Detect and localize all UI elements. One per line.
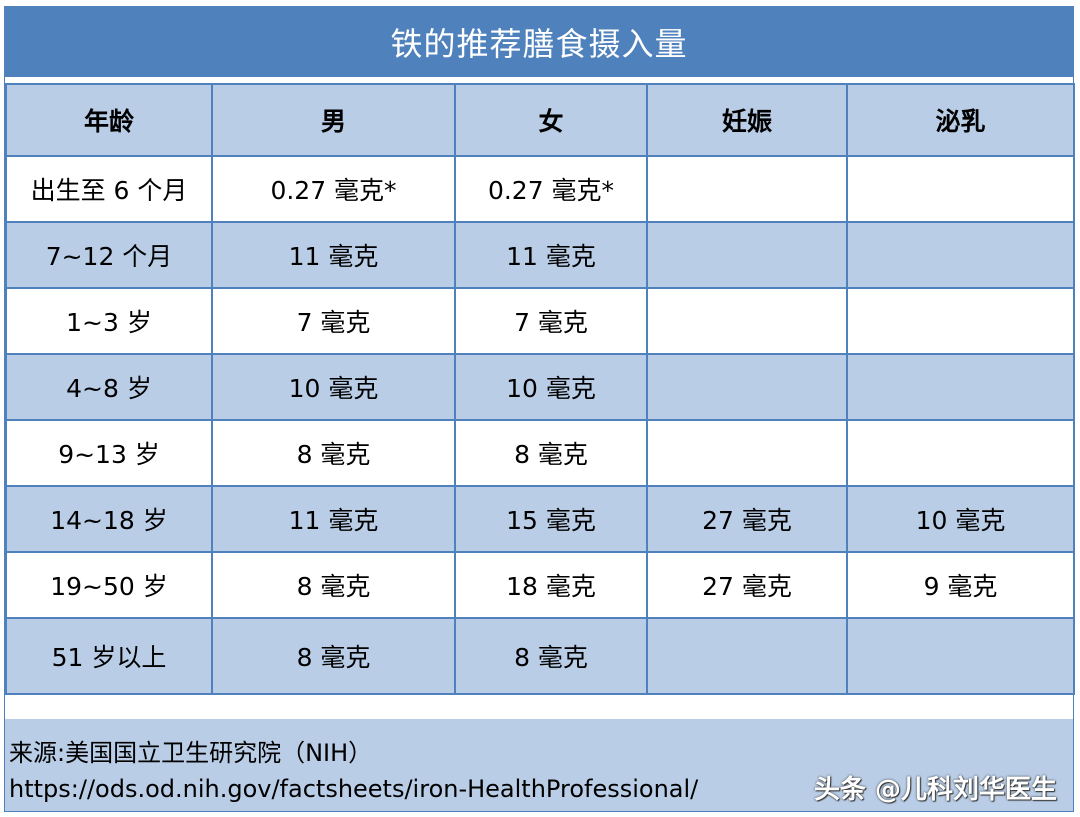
header-lactation: 泌乳 <box>846 83 1075 157</box>
header-male: 男 <box>211 83 456 157</box>
cell-female: 0.27 毫克* <box>454 155 648 223</box>
cell-pregnancy: 27 毫克 <box>646 551 848 619</box>
table-row: 14~18 岁 11 毫克 15 毫克 27 毫克 10 毫克 <box>5 485 1075 553</box>
cell-male: 11 毫克 <box>211 485 456 553</box>
header-row: 年龄 男 女 妊娠 泌乳 <box>5 83 1075 157</box>
cell-male: 11 毫克 <box>211 221 456 289</box>
cell-pregnancy <box>646 353 848 421</box>
cell-female: 10 毫克 <box>454 353 648 421</box>
cell-pregnancy: 27 毫克 <box>646 485 848 553</box>
table-row: 9~13 岁 8 毫克 8 毫克 <box>5 419 1075 487</box>
iron-intake-table: 年龄 男 女 妊娠 泌乳 出生至 6 个月 0.27 毫克* 0.27 毫克* … <box>5 83 1075 695</box>
table-row: 4~8 岁 10 毫克 10 毫克 <box>5 353 1075 421</box>
cell-pregnancy <box>646 287 848 355</box>
source-text: 来源:美国国立卫生研究院（NIH） <box>9 739 373 767</box>
cell-male: 0.27 毫克* <box>211 155 456 223</box>
cell-female: 8 毫克 <box>454 419 648 487</box>
table-title: 铁的推荐膳食摄入量 <box>5 7 1073 77</box>
cell-male: 8 毫克 <box>211 551 456 619</box>
cell-age: 4~8 岁 <box>5 353 213 421</box>
cell-pregnancy <box>646 221 848 289</box>
cell-lactation <box>846 617 1075 695</box>
cell-female: 8 毫克 <box>454 617 648 695</box>
table-row: 1~3 岁 7 毫克 7 毫克 <box>5 287 1075 355</box>
table-row: 19~50 岁 8 毫克 18 毫克 27 毫克 9 毫克 <box>5 551 1075 619</box>
table-row: 出生至 6 个月 0.27 毫克* 0.27 毫克* <box>5 155 1075 223</box>
table-row: 51 岁以上 8 毫克 8 毫克 <box>5 617 1075 695</box>
cell-female: 7 毫克 <box>454 287 648 355</box>
cell-age: 51 岁以上 <box>5 617 213 695</box>
cell-lactation <box>846 221 1075 289</box>
cell-lactation <box>846 155 1075 223</box>
cell-male: 7 毫克 <box>211 287 456 355</box>
cell-pregnancy <box>646 617 848 695</box>
cell-lactation: 10 毫克 <box>846 485 1075 553</box>
document-frame: 铁的推荐膳食摄入量 年龄 男 女 妊娠 泌乳 出生至 6 个月 0.27 毫克*… <box>4 6 1075 812</box>
cell-age: 出生至 6 个月 <box>5 155 213 223</box>
cell-lactation <box>846 419 1075 487</box>
cell-age: 19~50 岁 <box>5 551 213 619</box>
cell-male: 8 毫克 <box>211 419 456 487</box>
table-row: 7~12 个月 11 毫克 11 毫克 <box>5 221 1075 289</box>
cell-age: 14~18 岁 <box>5 485 213 553</box>
cell-male: 10 毫克 <box>211 353 456 421</box>
cell-female: 18 毫克 <box>454 551 648 619</box>
cell-pregnancy <box>646 419 848 487</box>
header-female: 女 <box>454 83 648 157</box>
header-age: 年龄 <box>5 83 213 157</box>
cell-age: 1~3 岁 <box>5 287 213 355</box>
title-gap <box>5 77 1073 83</box>
cell-male: 8 毫克 <box>211 617 456 695</box>
cell-lactation <box>846 287 1075 355</box>
cell-pregnancy <box>646 155 848 223</box>
cell-lactation <box>846 353 1075 421</box>
header-pregnancy: 妊娠 <box>646 83 848 157</box>
cell-lactation: 9 毫克 <box>846 551 1075 619</box>
cell-female: 11 毫克 <box>454 221 648 289</box>
cell-age: 7~12 个月 <box>5 221 213 289</box>
cell-female: 15 毫克 <box>454 485 648 553</box>
author-watermark: 头条 @儿科刘华医生 <box>813 775 1057 805</box>
source-url: https://ods.od.nih.gov/factsheets/iron-H… <box>9 775 699 803</box>
source-footer: 来源:美国国立卫生研究院（NIH） https://ods.od.nih.gov… <box>5 719 1073 811</box>
cell-age: 9~13 岁 <box>5 419 213 487</box>
